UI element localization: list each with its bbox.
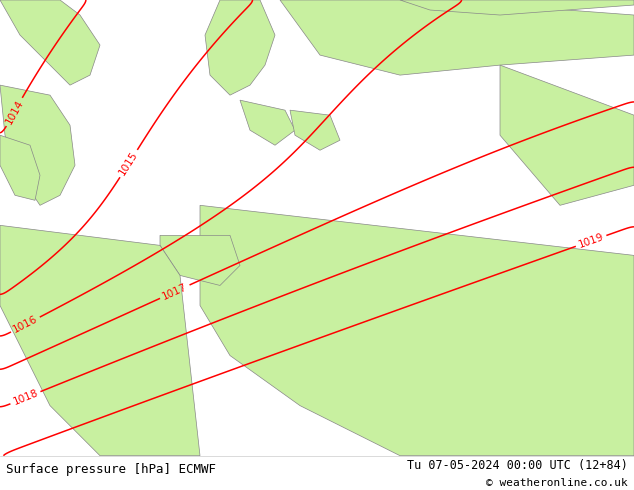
Polygon shape	[0, 85, 75, 205]
Text: 1018: 1018	[11, 388, 39, 407]
Polygon shape	[0, 135, 40, 200]
Text: Tu 07-05-2024 00:00 UTC (12+84): Tu 07-05-2024 00:00 UTC (12+84)	[407, 460, 628, 472]
Text: 1015: 1015	[117, 150, 140, 177]
Polygon shape	[500, 65, 634, 205]
Text: 1016: 1016	[11, 314, 39, 335]
Polygon shape	[0, 0, 100, 85]
Polygon shape	[280, 0, 634, 75]
Text: © weatheronline.co.uk: © weatheronline.co.uk	[486, 478, 628, 488]
Polygon shape	[205, 0, 275, 95]
Polygon shape	[0, 225, 200, 456]
Text: Surface pressure [hPa] ECMWF: Surface pressure [hPa] ECMWF	[6, 463, 216, 476]
Text: 1017: 1017	[160, 282, 189, 302]
Polygon shape	[400, 0, 634, 15]
Text: 1014: 1014	[4, 98, 25, 126]
Polygon shape	[290, 110, 340, 150]
Polygon shape	[200, 205, 634, 456]
Polygon shape	[240, 100, 295, 145]
Text: 1019: 1019	[577, 232, 605, 250]
Polygon shape	[160, 235, 240, 286]
